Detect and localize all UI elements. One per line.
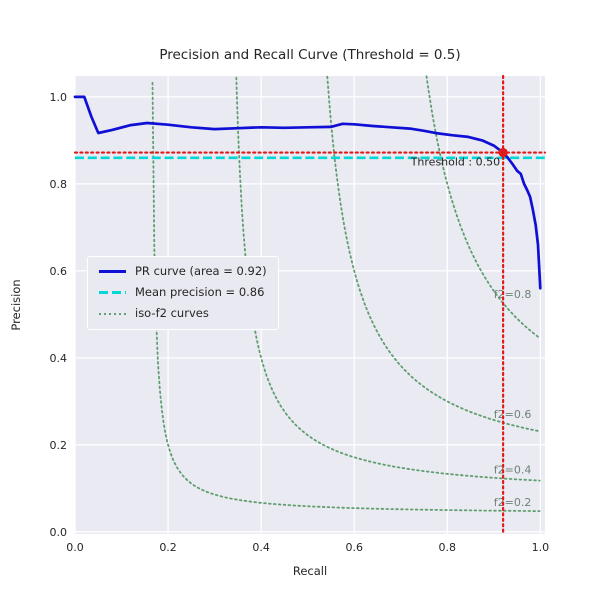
legend-item-pr-curve: PR curve (area = 0.92)	[99, 264, 267, 278]
iso-f2-line-sample	[99, 312, 126, 316]
iso-f2-label: f2=0.6	[494, 408, 532, 421]
y-axis-label: Precision	[9, 279, 23, 330]
y-tick-label: 0.6	[50, 265, 68, 278]
y-tick-label: 1.0	[50, 91, 68, 104]
legend: PR curve (area = 0.92) Mean precision = …	[87, 256, 279, 330]
legend-label-mean-precision: Mean precision = 0.86	[135, 285, 265, 300]
y-tick-label: 0.0	[50, 526, 68, 539]
x-tick-label: 0.4	[252, 541, 270, 554]
y-tick-label: 0.2	[50, 439, 68, 452]
x-axis-label: Recall	[293, 564, 327, 578]
iso-f2-label: f2=0.8	[494, 288, 532, 301]
threshold-marker	[498, 147, 508, 158]
legend-item-iso-f2: iso-f2 curves	[99, 307, 267, 320]
y-tick-label: 0.4	[50, 352, 68, 365]
mean-precision-line-sample	[99, 291, 126, 295]
y-tick-label: 0.8	[50, 178, 68, 191]
iso-f2-label: f2=0.4	[494, 464, 532, 477]
x-tick-label: 0.2	[159, 541, 177, 554]
x-tick-label: 0.0	[66, 541, 84, 554]
iso-f2-label: f2=0.2	[494, 496, 532, 509]
pr-curve-line-sample	[99, 270, 126, 274]
legend-item-mean-precision: Mean precision = 0.86	[99, 285, 267, 300]
legend-label-iso-f2: iso-f2 curves	[135, 306, 209, 321]
threshold-annotation: Threshold : 0.50	[410, 156, 500, 169]
legend-label-pr-curve: PR curve (area = 0.92)	[135, 264, 267, 278]
chart-title: Precision and Recall Curve (Threshold = …	[159, 47, 460, 63]
x-tick-label: 0.6	[345, 541, 363, 554]
x-tick-label: 1.0	[532, 541, 550, 554]
x-tick-label: 0.8	[439, 541, 457, 554]
